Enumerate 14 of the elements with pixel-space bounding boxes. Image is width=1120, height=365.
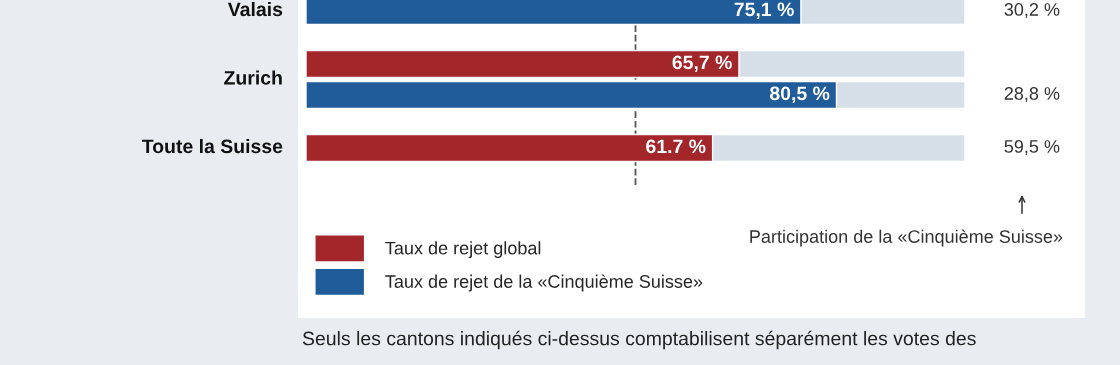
text: 28,8 % bbox=[1004, 87, 1060, 102]
data-label: 61.7 % bbox=[646, 139, 706, 154]
y-tick-label: Zurich bbox=[224, 70, 282, 85]
text: Participation de la «Cinquième Suisse» bbox=[750, 229, 1063, 247]
y-tick-label: Valais bbox=[227, 1, 283, 17]
data-label: 75,1 % bbox=[734, 2, 794, 20]
text: 59,5 % bbox=[1004, 140, 1060, 155]
text: Seuls les cantons indiqués ci-dessus comptabilisent séparément les votes des bbox=[302, 330, 976, 350]
legend-label: Taux de rejet global bbox=[385, 241, 541, 259]
text: 30,2 % bbox=[1004, 3, 1060, 18]
legend-label: Taux de rejet de la «Cinquième Suisse» bbox=[385, 274, 703, 292]
y-tick-label: Toute la Suisse bbox=[141, 138, 283, 154]
data-label: 65,7 % bbox=[672, 55, 732, 73]
data-label: 80,5 % bbox=[769, 86, 830, 104]
